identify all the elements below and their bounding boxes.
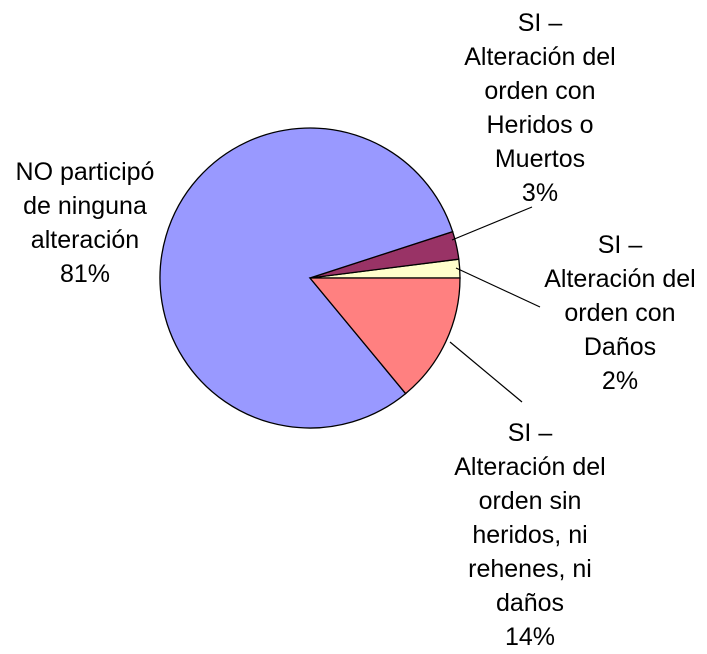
percent-label: 14% [504, 623, 556, 651]
pie-slice [308, 277, 461, 395]
chart: SI – Alteración del orden sin heridos, n… [6, 6, 699, 651]
slice-label: SI – Alteración del orden con Daños 2% [541, 228, 699, 398]
slice-label: SI – Alteración del orden con Heridos o … [461, 6, 619, 210]
category-name: NO participó de ninguna alteración [15, 158, 155, 254]
category-name: SI – Alteración del orden con Daños [544, 231, 696, 361]
leader-line [455, 267, 541, 308]
leader-line [449, 341, 523, 403]
slice-label: NO participó de ninguna alteración 81% [6, 155, 164, 291]
slice-label: SI – Alteración del orden sin heridos, n… [451, 416, 609, 654]
pie-slice [159, 127, 454, 429]
percent-label: 2% [601, 367, 639, 395]
category-name: SI – Alteración del orden sin heridos, n… [454, 419, 606, 617]
category-name: SI – Alteración del orden con Heridos o … [464, 9, 616, 173]
percent-label: 3% [521, 179, 559, 207]
pie-area [159, 127, 541, 429]
percent-label: 81% [59, 260, 111, 288]
leader-line [451, 206, 533, 241]
